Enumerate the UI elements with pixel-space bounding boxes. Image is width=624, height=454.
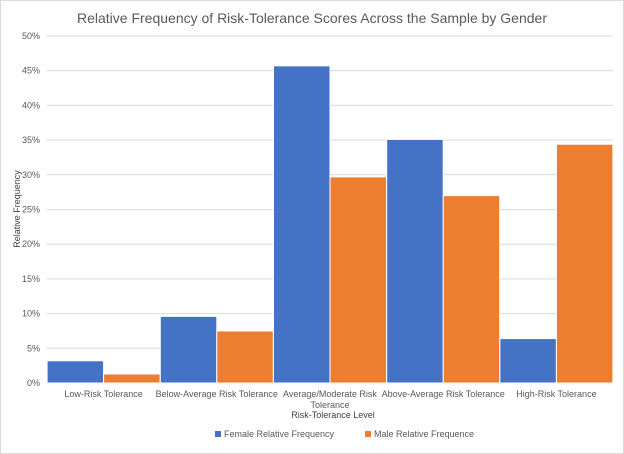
bar-male-1 [103, 373, 161, 384]
legend-label: Female Relative Frequency [224, 429, 335, 439]
chart-title: Relative Frequency of Risk-Tolerance Sco… [77, 10, 547, 26]
bar-female-1 [46, 360, 105, 384]
legend-swatch [215, 431, 221, 437]
bar-layer [46, 65, 614, 384]
y-tick-label: 0% [27, 378, 40, 388]
y-tick-label: 15% [22, 274, 40, 284]
legend-label: Male Relative Frequence [374, 429, 474, 439]
y-tick-label: 25% [22, 205, 40, 215]
y-axis-label: Relative Frequency [12, 170, 22, 248]
x-tick-label: Average/Moderate Risk [283, 389, 377, 399]
y-tick-label: 45% [22, 66, 40, 76]
y-tick-label: 35% [22, 135, 40, 145]
y-tick-label: 5% [27, 343, 40, 353]
bar-female-4 [386, 138, 444, 384]
bar-male-4 [442, 195, 501, 384]
bar-female-5 [499, 338, 557, 384]
y-tick-label: 10% [22, 309, 40, 319]
y-axis-tick-layer: 0% 5% 10% 15% 20% 25% 30% 35% 40% 45% 50% [22, 31, 40, 388]
bar-male-5 [555, 143, 614, 384]
x-axis-label: Risk-Tolerance Level [291, 410, 375, 420]
legend-swatch [365, 431, 371, 437]
x-tick-label: Below-Average Risk Tolerance [156, 389, 278, 399]
x-tick-label: Tolerance [310, 400, 349, 410]
legend: Female Relative Frequency Male Relative F… [215, 429, 474, 439]
x-tick-label: Above-Average Risk Tolerance [382, 389, 505, 399]
bar-male-3 [329, 176, 387, 384]
legend-item-male: Male Relative Frequence [365, 429, 474, 439]
bar-female-3 [273, 65, 331, 384]
x-tick-label: Low-Risk Tolerance [64, 389, 142, 399]
y-tick-label: 40% [22, 100, 40, 110]
x-tick-label: High-Risk Tolerance [516, 389, 596, 399]
bar-female-2 [159, 315, 218, 384]
x-axis-tick-layer: Low-Risk Tolerance Below-Average Risk Tol… [64, 389, 596, 410]
y-tick-label: 20% [22, 239, 40, 249]
y-tick-label: 50% [22, 31, 40, 41]
bar-male-2 [216, 330, 274, 384]
y-tick-label: 30% [22, 170, 40, 180]
legend-item-female: Female Relative Frequency [215, 429, 335, 439]
